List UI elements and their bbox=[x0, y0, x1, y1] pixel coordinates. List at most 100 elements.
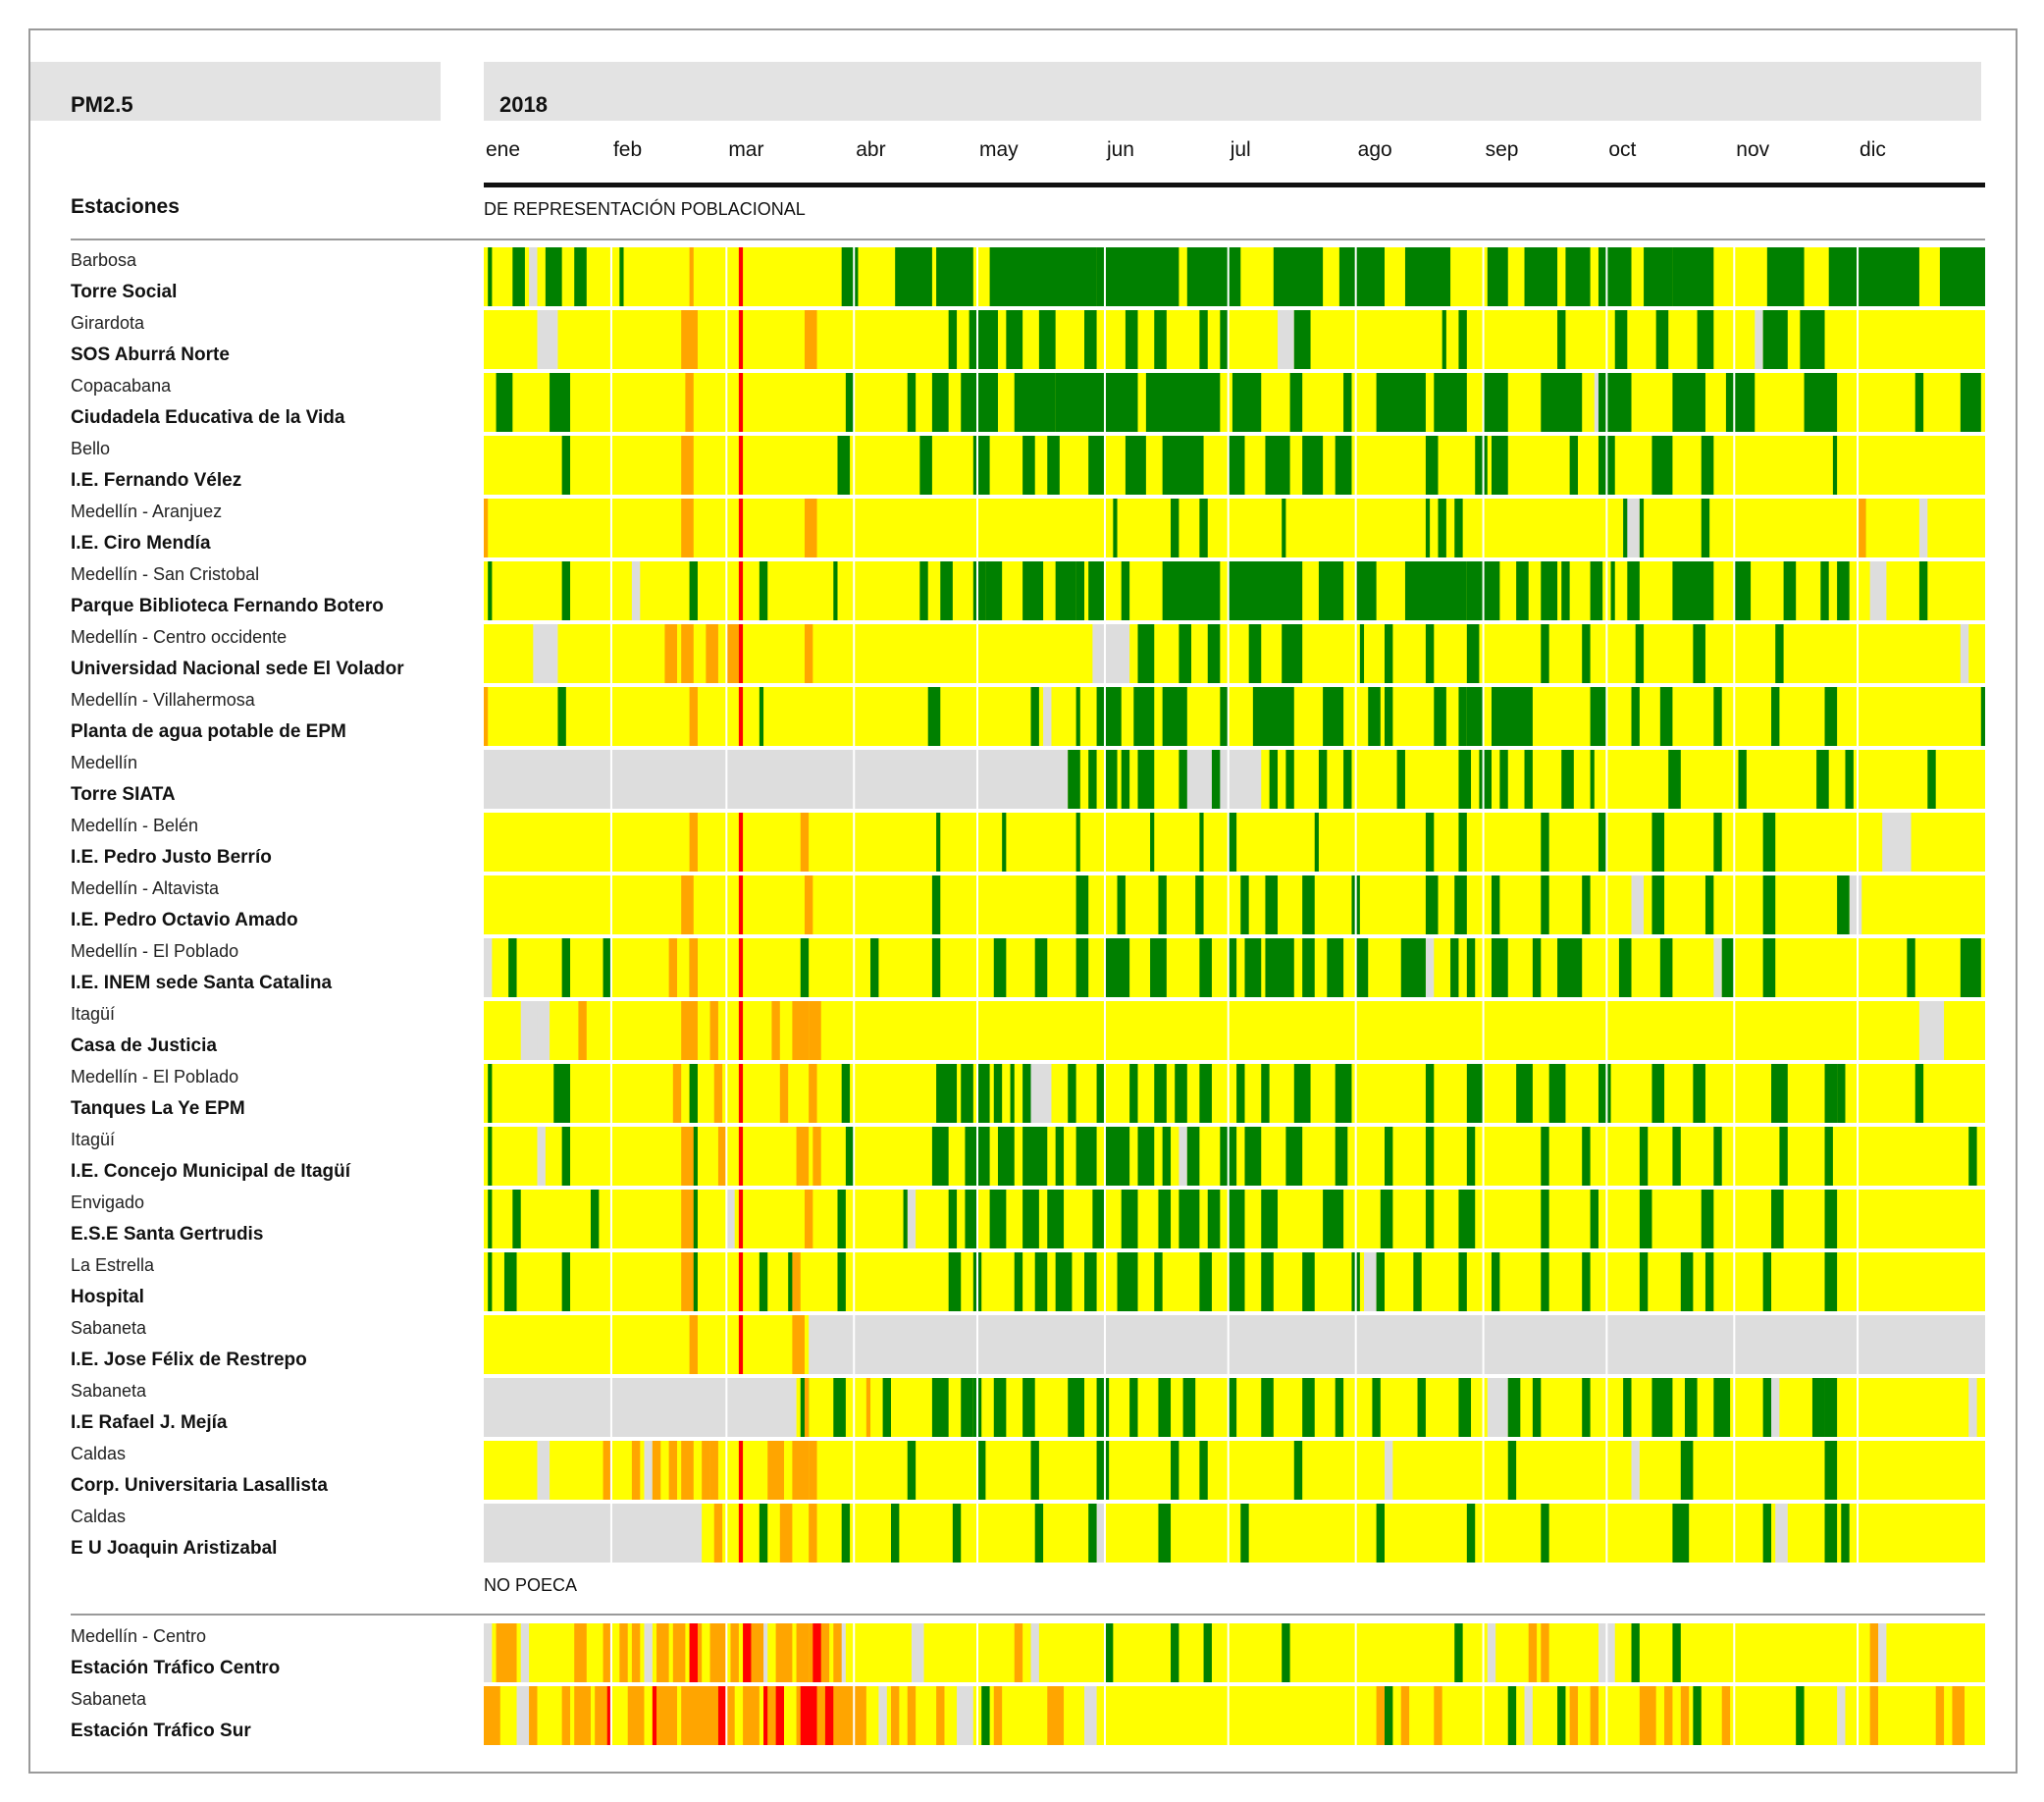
day-block-good bbox=[1762, 813, 1776, 872]
station-municipio: Barbosa bbox=[71, 250, 137, 270]
day-block-unhealthy-sensitive bbox=[771, 1001, 780, 1060]
day-block-good bbox=[1228, 1252, 1245, 1311]
station-row: Medellín Torre SIATA bbox=[71, 750, 1985, 809]
month-divider bbox=[1857, 436, 1860, 495]
day-block-good bbox=[1491, 687, 1533, 746]
month-label-may: may bbox=[979, 138, 1019, 161]
month-divider bbox=[1605, 1252, 1608, 1311]
month-divider bbox=[1605, 1378, 1608, 1437]
month-divider bbox=[1103, 310, 1106, 369]
station-municipio: Itagüí bbox=[71, 1004, 115, 1024]
month-divider bbox=[976, 1127, 979, 1186]
day-block-good bbox=[1228, 436, 1245, 495]
day-block-good bbox=[1816, 750, 1829, 809]
day-block-good bbox=[890, 1504, 900, 1563]
day-block-good bbox=[1228, 1190, 1245, 1248]
month-divider bbox=[1733, 1686, 1736, 1745]
day-block-good bbox=[1338, 247, 1385, 306]
month-divider bbox=[725, 875, 728, 934]
day-block-good bbox=[1343, 750, 1352, 809]
day-block-good bbox=[1704, 1252, 1714, 1311]
station-municipio: Medellín - Altavista bbox=[71, 878, 220, 898]
day-block-unhealthy bbox=[738, 1190, 744, 1248]
station-row: Sabaneta I.E Rafael J. Mejía bbox=[71, 1378, 1985, 1437]
day-block-good bbox=[1162, 561, 1221, 620]
day-block-unhealthy-sensitive bbox=[574, 1686, 591, 1745]
day-block-unhealthy-sensitive bbox=[1590, 1686, 1599, 1745]
day-block-good bbox=[1960, 373, 1981, 432]
month-divider bbox=[1733, 1127, 1736, 1186]
month-divider bbox=[853, 1127, 856, 1186]
day-block-good bbox=[1211, 750, 1221, 809]
month-divider bbox=[1103, 1378, 1106, 1437]
day-block-good bbox=[1293, 1441, 1303, 1500]
day-block-unhealthy-sensitive bbox=[1434, 1686, 1442, 1745]
month-divider bbox=[1733, 1064, 1736, 1123]
month-divider bbox=[1605, 1001, 1608, 1060]
month-divider bbox=[1605, 750, 1608, 809]
day-block-good bbox=[895, 247, 932, 306]
day-block-good bbox=[1561, 561, 1570, 620]
day-block-good bbox=[1199, 813, 1204, 872]
day-block-good bbox=[1491, 875, 1500, 934]
day-block-no-data bbox=[537, 310, 558, 369]
month-divider bbox=[609, 1190, 612, 1248]
day-block-no-data bbox=[484, 938, 493, 997]
day-block-no-data bbox=[1869, 561, 1887, 620]
day-block-good bbox=[1701, 436, 1714, 495]
month-divider bbox=[1482, 1623, 1485, 1682]
station-municipio: Medellín - Villahermosa bbox=[71, 690, 256, 710]
day-block-good bbox=[1055, 1252, 1073, 1311]
day-block-good bbox=[1248, 624, 1262, 683]
day-block-no-data bbox=[1631, 875, 1645, 934]
station-municipio: Caldas bbox=[71, 1444, 126, 1463]
month-divider bbox=[976, 1001, 979, 1060]
month-divider bbox=[1857, 1190, 1860, 1248]
month-divider bbox=[725, 436, 728, 495]
day-block-good bbox=[1458, 750, 1472, 809]
day-block-good bbox=[1137, 624, 1155, 683]
day-block-good bbox=[965, 1190, 978, 1248]
day-block-good bbox=[1775, 624, 1784, 683]
day-block-unhealthy-sensitive bbox=[713, 1504, 723, 1563]
month-divider bbox=[976, 938, 979, 997]
day-block-good bbox=[1232, 373, 1262, 432]
day-block-good bbox=[1824, 1064, 1838, 1123]
month-divider bbox=[853, 938, 856, 997]
day-block-good bbox=[1385, 687, 1393, 746]
day-block-good bbox=[1092, 1190, 1105, 1248]
day-block-good bbox=[1293, 1064, 1311, 1123]
month-divider bbox=[1857, 1441, 1860, 1500]
station-municipio: Medellín - Centro bbox=[71, 1626, 206, 1646]
day-block-good bbox=[1372, 1378, 1381, 1437]
day-block-good bbox=[1639, 1190, 1652, 1248]
month-divider bbox=[1482, 373, 1485, 432]
day-block-good bbox=[1425, 1064, 1435, 1123]
station-name: E.S.E Santa Gertrudis bbox=[71, 1224, 263, 1245]
day-block-good bbox=[1491, 1252, 1500, 1311]
day-block-no-data bbox=[631, 561, 641, 620]
month-divider bbox=[853, 875, 856, 934]
month-divider bbox=[1103, 1001, 1106, 1060]
month-divider bbox=[725, 1315, 728, 1374]
month-divider bbox=[1103, 1064, 1106, 1123]
day-block-good bbox=[1220, 687, 1229, 746]
group-title: DE REPRESENTACIÓN POBLACIONAL bbox=[484, 198, 806, 219]
day-block-good bbox=[1627, 561, 1640, 620]
day-block-good bbox=[1458, 1190, 1476, 1248]
day-block-good bbox=[1096, 1441, 1110, 1500]
month-divider bbox=[1103, 561, 1106, 620]
day-block-unhealthy-sensitive bbox=[681, 1441, 694, 1500]
day-block-good bbox=[1693, 1686, 1702, 1745]
day-block-good bbox=[1055, 373, 1138, 432]
day-block-unhealthy-sensitive bbox=[804, 1190, 813, 1248]
day-block-unhealthy bbox=[738, 1441, 744, 1500]
month-divider bbox=[1857, 1378, 1860, 1437]
day-block-good bbox=[952, 1504, 962, 1563]
month-divider bbox=[976, 1686, 979, 1745]
day-block-good bbox=[1162, 1127, 1172, 1186]
month-label-abr: abr bbox=[856, 138, 885, 161]
day-block-good bbox=[1137, 750, 1155, 809]
group-separator-line bbox=[71, 238, 1985, 240]
day-block-good bbox=[1491, 938, 1508, 997]
